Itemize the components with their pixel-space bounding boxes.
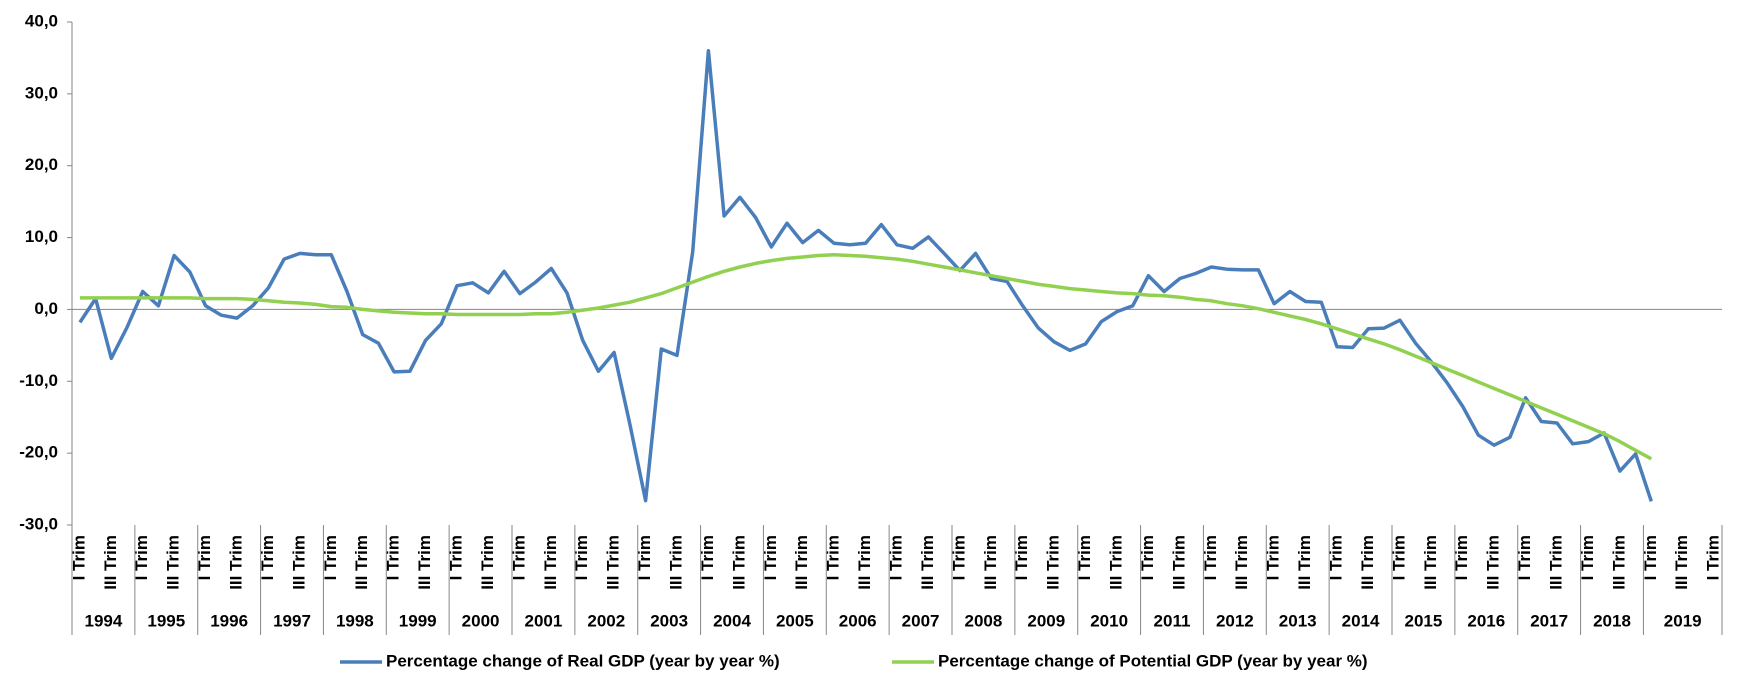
y-tick-label: -10,0 [19, 371, 58, 390]
x-tick-label: I Trim [1264, 535, 1283, 580]
group-label: 1996 [210, 611, 248, 630]
series-line [79, 253, 1653, 461]
x-tick-label: III Trim [918, 535, 937, 590]
group-label: 2012 [1216, 611, 1254, 630]
x-tick-label: III Trim [226, 535, 245, 590]
x-tick-label: I Trim [1138, 535, 1157, 580]
x-tick-label: III Trim [1546, 535, 1565, 590]
x-tick-label: I Trim [1578, 535, 1597, 580]
x-tick-label: III Trim [604, 535, 623, 590]
group-label: 1998 [336, 611, 374, 630]
x-tick-label: I Trim [761, 535, 780, 580]
x-tick-label: III Trim [1609, 535, 1628, 590]
y-tick-label: -20,0 [19, 443, 58, 462]
x-tick-label: III Trim [981, 535, 1000, 590]
x-tick-label: I Trim [698, 535, 717, 580]
x-tick-label: I Trim [1641, 535, 1660, 580]
legend-label: Percentage change of Potential GDP (year… [938, 651, 1368, 670]
x-tick-label: III Trim [666, 535, 685, 590]
x-tick-label: III Trim [1295, 535, 1314, 590]
group-label: 2016 [1467, 611, 1505, 630]
x-tick-label: III Trim [1672, 535, 1691, 590]
x-tick-label: III Trim [1106, 535, 1125, 590]
x-tick-label: I Trim [824, 535, 843, 580]
x-tick-label: III Trim [101, 535, 120, 590]
y-tick-label: 0,0 [34, 299, 58, 318]
x-tick-label: I Trim [1012, 535, 1031, 580]
x-tick-label: III Trim [855, 535, 874, 590]
group-label: 2018 [1593, 611, 1631, 630]
group-label: 1995 [147, 611, 185, 630]
group-label: 2003 [650, 611, 688, 630]
x-tick-label: III Trim [1169, 535, 1188, 590]
x-tick-label: I Trim [1075, 535, 1094, 580]
y-tick-label: 40,0 [25, 11, 58, 30]
y-tick-label: 20,0 [25, 155, 58, 174]
x-tick-label: I Trim [572, 535, 591, 580]
x-tick-label: I Trim [321, 535, 340, 580]
x-tick-label: III Trim [1044, 535, 1063, 590]
x-tick-label: I Trim [509, 535, 528, 580]
group-label: 2013 [1279, 611, 1317, 630]
group-label: 2007 [902, 611, 940, 630]
x-tick-label: I Trim [1704, 535, 1723, 580]
x-tick-label: III Trim [792, 535, 811, 590]
x-tick-label: III Trim [478, 535, 497, 590]
group-label: 2010 [1090, 611, 1128, 630]
x-tick-label: III Trim [1358, 535, 1377, 590]
x-tick-label: III Trim [541, 535, 560, 590]
x-tick-label: I Trim [132, 535, 151, 580]
y-tick-label: 10,0 [25, 227, 58, 246]
x-tick-label: I Trim [384, 535, 403, 580]
legend-label: Percentage change of Real GDP (year by y… [386, 651, 780, 670]
group-label: 2006 [839, 611, 877, 630]
x-tick-label: I Trim [1201, 535, 1220, 580]
group-label: 2000 [462, 611, 500, 630]
x-tick-label: I Trim [258, 535, 277, 580]
x-tick-label: I Trim [1515, 535, 1534, 580]
group-label: 2014 [1342, 611, 1380, 630]
group-label: 2019 [1664, 611, 1702, 630]
x-tick-label: I Trim [949, 535, 968, 580]
group-label: 2005 [776, 611, 814, 630]
group-label: 1994 [85, 611, 123, 630]
group-label: 2001 [525, 611, 563, 630]
y-tick-label: -30,0 [19, 514, 58, 533]
x-tick-label: III Trim [1484, 535, 1503, 590]
x-tick-label: III Trim [352, 535, 371, 590]
x-tick-label: III Trim [1421, 535, 1440, 590]
x-tick-label: I Trim [446, 535, 465, 580]
group-label: 2009 [1027, 611, 1065, 630]
group-label: 2002 [587, 611, 625, 630]
x-tick-label: I Trim [886, 535, 905, 580]
group-label: 2004 [713, 611, 751, 630]
y-tick-label: 30,0 [25, 83, 58, 102]
group-label: 2015 [1405, 611, 1443, 630]
x-tick-label: III Trim [164, 535, 183, 590]
x-tick-label: I Trim [1326, 535, 1345, 580]
x-tick-label: I Trim [635, 535, 654, 580]
x-tick-label: I Trim [69, 535, 88, 580]
group-label: 2008 [965, 611, 1003, 630]
group-label: 2011 [1154, 611, 1191, 630]
x-tick-label: III Trim [729, 535, 748, 590]
x-tick-label: I Trim [195, 535, 214, 580]
x-tick-label: I Trim [1452, 535, 1471, 580]
x-tick-label: I Trim [1389, 535, 1408, 580]
group-label: 1997 [273, 611, 311, 630]
x-tick-label: III Trim [289, 535, 308, 590]
x-tick-label: III Trim [415, 535, 434, 590]
group-label: 2017 [1530, 611, 1568, 630]
x-tick-label: III Trim [1232, 535, 1251, 590]
series-line [78, 48, 1653, 503]
group-label: 1999 [399, 611, 437, 630]
